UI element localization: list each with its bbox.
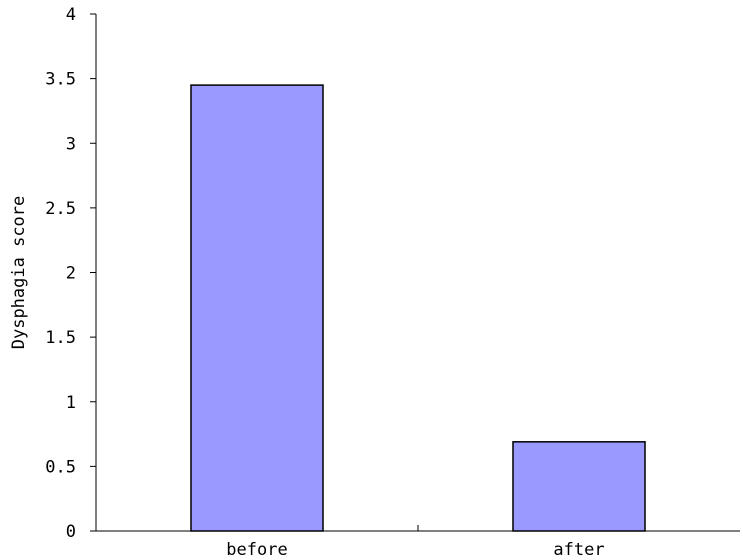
y-tick-label: 3 bbox=[66, 134, 76, 154]
y-tick-label: 3.5 bbox=[45, 70, 76, 90]
y-axis-ticks: 0 0.5 1 1.5 2 2.5 3 3.5 4 bbox=[45, 5, 96, 542]
x-axis-ticks: before after bbox=[226, 525, 605, 560]
y-tick-label: 2.5 bbox=[45, 199, 76, 219]
plot-area: 0 0.5 1 1.5 2 2.5 3 3.5 4 before after bbox=[45, 5, 740, 560]
y-tick-label: 0 bbox=[66, 522, 76, 542]
y-tick-label: 1.5 bbox=[45, 328, 76, 348]
y-tick-label: 4 bbox=[66, 5, 76, 25]
y-tick-label: 2 bbox=[66, 264, 76, 284]
bar-after bbox=[512, 441, 646, 532]
y-tick-label: 1 bbox=[66, 393, 76, 413]
bars-group bbox=[190, 84, 646, 532]
x-tick-label: before bbox=[226, 540, 287, 560]
bar-before bbox=[190, 84, 324, 532]
y-axis-title: Dysphagia score bbox=[9, 196, 29, 350]
x-tick-label: after bbox=[553, 540, 604, 560]
y-tick-label: 0.5 bbox=[45, 457, 76, 477]
